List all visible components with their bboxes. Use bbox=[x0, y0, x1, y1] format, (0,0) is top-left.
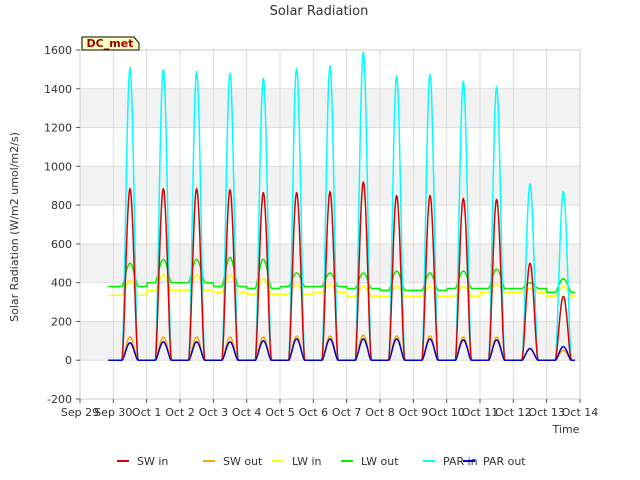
y-axis: -200 0 200 400 600 800 1000 1200 1400 1600 bbox=[44, 44, 80, 406]
legend-label: LW in bbox=[292, 455, 322, 468]
y-tick-label: -200 bbox=[47, 393, 72, 406]
x-tick-label: Oct 4 bbox=[232, 406, 262, 419]
y-axis-label: Solar Radiation (W/m2 umol/m2/s) bbox=[8, 132, 21, 322]
series-line-lw-out bbox=[108, 256, 576, 294]
x-tick-label: Oct 3 bbox=[199, 406, 229, 419]
x-tick-label: Sep 30 bbox=[94, 406, 132, 419]
background-band bbox=[80, 243, 580, 283]
x-tick-label: Oct 9 bbox=[399, 406, 429, 419]
series-lines bbox=[108, 51, 576, 361]
x-tick-label: Oct 10 bbox=[428, 406, 465, 419]
y-tick-label: 600 bbox=[51, 238, 72, 251]
x-tick-label: Oct 5 bbox=[265, 406, 295, 419]
x-axis-label: Time bbox=[552, 423, 580, 436]
x-tick-label: Oct 6 bbox=[299, 406, 329, 419]
series-line-par-out bbox=[108, 338, 576, 361]
series-line-lw-in bbox=[108, 274, 576, 297]
x-tick-label: Oct 12 bbox=[495, 406, 532, 419]
y-tick-label: 400 bbox=[51, 277, 72, 290]
x-tick-label: Oct 11 bbox=[462, 406, 499, 419]
plot-frame bbox=[79, 49, 581, 400]
y-tick-label: 1400 bbox=[44, 83, 72, 96]
legend-label: LW out bbox=[361, 455, 399, 468]
x-tick-label: Oct 13 bbox=[528, 406, 565, 419]
y-tick-label: 1200 bbox=[44, 122, 72, 135]
x-tick-label: Oct 14 bbox=[562, 406, 599, 419]
y-tick-label: 800 bbox=[51, 199, 72, 212]
background-band bbox=[80, 88, 580, 128]
y-tick-label: 1600 bbox=[44, 44, 72, 57]
background-band bbox=[80, 321, 580, 361]
site-label: DC_met bbox=[87, 37, 134, 50]
background-band bbox=[80, 166, 580, 206]
y-tick-label: 1000 bbox=[44, 160, 72, 173]
legend-label: PAR out bbox=[483, 455, 526, 468]
y-tick-label: 0 bbox=[65, 354, 72, 367]
x-tick-label: Oct 2 bbox=[165, 406, 195, 419]
legend: SW in SW out LW in LW out PAR in PAR out bbox=[117, 455, 526, 468]
x-tick-label: Sep 29 bbox=[61, 406, 99, 419]
x-tick-label: Oct 7 bbox=[332, 406, 362, 419]
grid-lines bbox=[79, 49, 581, 400]
x-tick-label: Oct 8 bbox=[365, 406, 395, 419]
legend-label: SW out bbox=[223, 455, 263, 468]
chart-title: Solar Radiation bbox=[270, 4, 369, 19]
plot-background bbox=[80, 50, 580, 399]
y-tick-label: 200 bbox=[51, 315, 72, 328]
x-tick-label: Oct 1 bbox=[132, 406, 162, 419]
legend-label: PAR in bbox=[443, 455, 478, 468]
legend-label: SW in bbox=[137, 455, 168, 468]
site-label-box: DC_met bbox=[81, 36, 140, 51]
